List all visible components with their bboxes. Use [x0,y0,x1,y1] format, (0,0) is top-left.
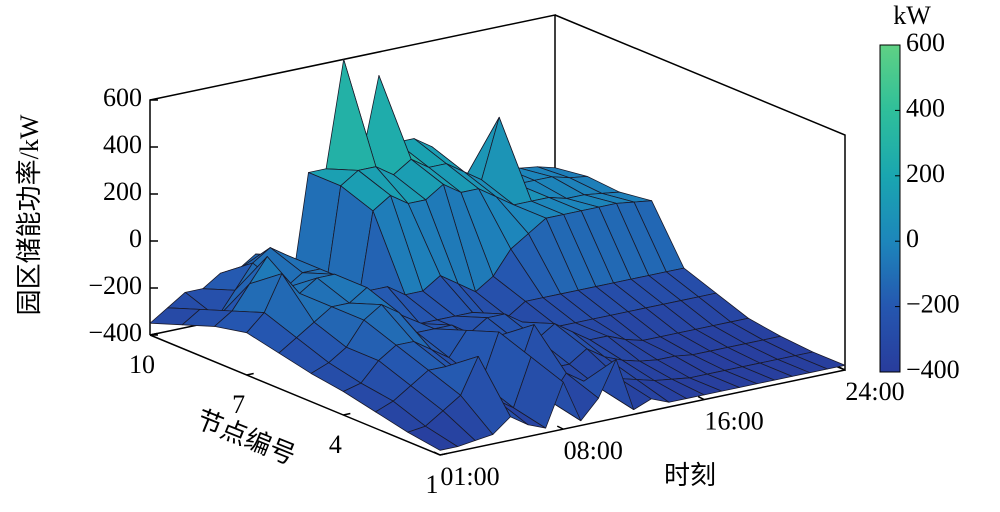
y-tick-label: 1 [426,470,439,499]
x-tick [433,451,441,456]
z-tick-label: 200 [103,177,142,206]
colorbar-tick-label: 0 [906,224,919,253]
x-tick-label: 08:00 [564,436,623,465]
y-tick [149,332,158,336]
surface [149,58,846,451]
z-tick-label: 400 [103,130,142,159]
z-tick-label: 600 [103,83,142,112]
colorbar [879,44,901,373]
x-tick [697,395,705,401]
colorbar-tick-label: 400 [906,93,945,122]
colorbar-tick-label: 600 [906,28,945,57]
x-tick [556,425,564,430]
colorbar-title: kW [893,1,931,30]
z-tick-label: −200 [88,271,142,300]
colorbar-tick-label: −400 [906,355,960,384]
x-axis-label: 时刻 [664,461,716,490]
y-tick-label: 10 [129,350,155,379]
y-tick [246,372,254,376]
surface-cell [325,58,377,171]
x-tick-label: 16:00 [705,407,764,436]
y-tick-label: 7 [232,390,245,419]
z-tick-label: −400 [88,318,142,347]
z-axis-label: 园区储能功率/kW [15,114,44,315]
y-tick [343,412,351,416]
surface-cell [407,425,459,451]
y-tick [439,452,448,456]
x-tick-label: 24:00 [845,377,904,406]
x-tick [838,366,846,371]
colorbar-tick-label: −200 [906,290,960,319]
x-tick-label: 01:00 [440,462,499,491]
z-tick-label: 0 [129,224,142,253]
y-tick-label: 4 [329,430,342,459]
colorbar-tick-label: 200 [906,159,945,188]
y-axis-label: 节点编号 [192,405,299,471]
